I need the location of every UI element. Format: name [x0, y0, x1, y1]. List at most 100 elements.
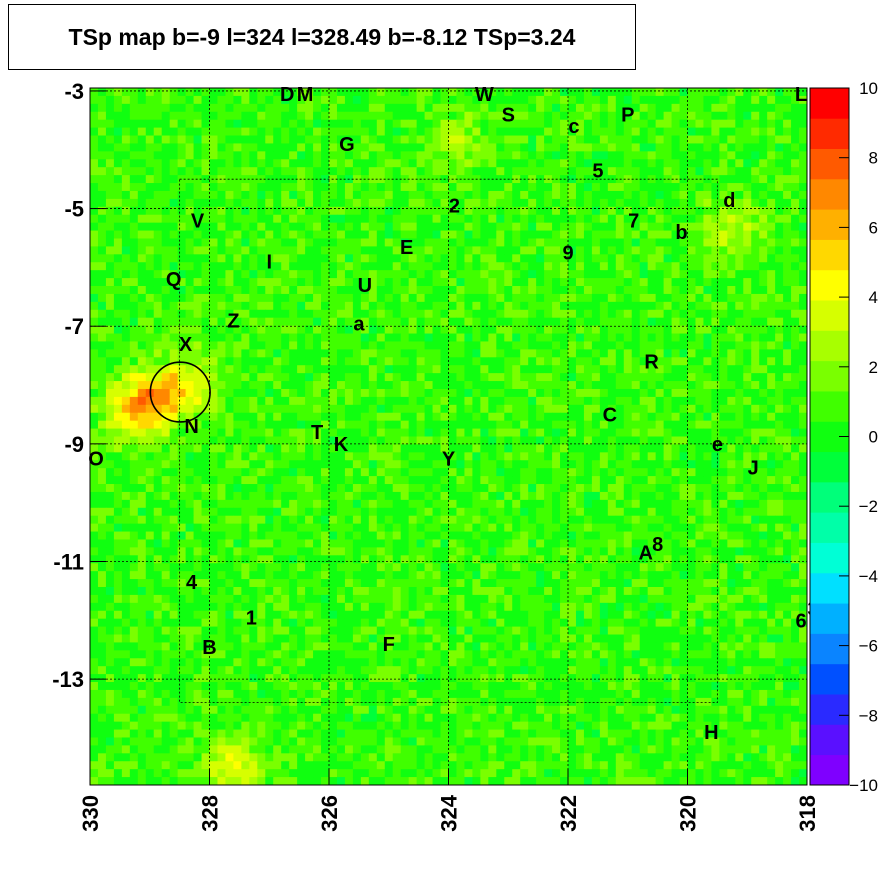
heatmap-cell [480, 222, 489, 231]
heatmap-cell [488, 88, 497, 97]
heatmap-cell [201, 412, 210, 422]
heatmap-cell [719, 381, 728, 390]
heatmap-cell [799, 246, 807, 255]
heatmap-cell [265, 333, 274, 342]
heatmap-cell [775, 396, 784, 406]
heatmap-cell [751, 388, 760, 398]
heatmap-cell [568, 412, 577, 422]
heatmap-cell [90, 491, 99, 501]
heatmap-cell [631, 103, 641, 113]
heatmap-cell [719, 167, 728, 176]
heatmap-cell [639, 309, 649, 319]
heatmap-cell [583, 444, 593, 453]
heatmap-cell [257, 507, 266, 517]
heatmap-cell [496, 151, 505, 160]
heatmap-cell [520, 301, 529, 311]
heatmap-cell [241, 270, 250, 279]
heatmap-cell [647, 420, 657, 429]
heatmap-cell [344, 301, 354, 311]
heatmap-cell [193, 198, 202, 208]
heatmap-cell [767, 111, 776, 121]
heatmap-cell [440, 357, 449, 366]
heatmap-cell [504, 127, 513, 136]
heatmap-cell [583, 151, 593, 160]
heatmap-cell [97, 270, 107, 279]
heatmap-cell [352, 381, 362, 390]
heatmap-cell [392, 333, 402, 342]
heatmap-cell [528, 151, 537, 160]
heatmap-cell [560, 135, 569, 144]
heatmap-cell [695, 278, 704, 287]
heatmap-cell [376, 404, 386, 414]
heatmap-cell [368, 428, 378, 437]
heatmap-cell [145, 476, 155, 485]
heatmap-cell [647, 396, 657, 406]
heatmap-cell [703, 468, 712, 477]
heatmap-cell [631, 412, 641, 422]
heatmap-cell [759, 230, 768, 239]
heatmap-cell [440, 151, 449, 160]
heatmap-cell [560, 206, 569, 216]
heatmap-cell [472, 309, 481, 319]
heatmap-cell [512, 309, 521, 319]
heatmap-cell [344, 151, 354, 160]
heatmap-cell [671, 341, 680, 350]
heatmap-cell [544, 476, 553, 485]
heatmap-cell [321, 309, 330, 319]
heatmap-cell [273, 436, 282, 445]
heatmap-cell [799, 507, 807, 517]
heatmap-cell [703, 127, 712, 136]
heatmap-cell [161, 428, 171, 437]
heatmap-cell [352, 103, 362, 113]
heatmap-cell [679, 476, 688, 485]
heatmap-cell [464, 111, 473, 121]
heatmap-cell [440, 341, 449, 350]
heatmap-cell [703, 349, 712, 358]
heatmap-cell [161, 103, 171, 113]
heatmap-cell [265, 230, 274, 239]
heatmap-cell [448, 95, 457, 105]
heatmap-cell [169, 159, 179, 168]
heatmap-cell [384, 190, 394, 200]
heatmap-cell [599, 349, 609, 358]
heatmap-cell [599, 198, 609, 208]
heatmap-cell [719, 349, 728, 358]
heatmap-cell [241, 428, 250, 437]
heatmap-cell [560, 214, 569, 224]
heatmap-cell [329, 214, 338, 224]
heatmap-cell [392, 238, 402, 247]
heatmap-cell [568, 88, 577, 97]
heatmap-cell [440, 381, 449, 390]
heatmap-cell [504, 317, 513, 327]
heatmap-cell [560, 460, 569, 469]
heatmap-cell [791, 175, 800, 184]
heatmap-cell [90, 230, 99, 239]
heatmap-cell [711, 515, 720, 525]
heatmap-cell [560, 491, 569, 501]
heatmap-cell [599, 444, 609, 453]
heatmap-cell [767, 127, 776, 136]
heatmap-cell [416, 222, 425, 231]
heatmap-cell [448, 373, 457, 382]
heatmap-cell [432, 373, 441, 382]
heatmap-cell [735, 309, 744, 319]
heatmap-cell [568, 254, 577, 263]
heatmap-cell [799, 167, 807, 176]
heatmap-cell [639, 246, 649, 255]
heatmap-cell [249, 103, 258, 113]
heatmap-cell [759, 381, 768, 390]
heatmap-cell [639, 381, 649, 390]
heatmap-cell [129, 222, 139, 231]
heatmap-cell [767, 468, 776, 477]
heatmap-cell [687, 206, 696, 216]
heatmap-cell [655, 111, 664, 121]
heatmap-cell [743, 499, 752, 509]
heatmap-cell [289, 476, 298, 485]
heatmap-cell [129, 301, 139, 311]
heatmap-cell [615, 119, 625, 128]
heatmap-cell [265, 365, 274, 374]
heatmap-cell [281, 238, 290, 247]
heatmap-cell [241, 515, 250, 525]
heatmap-cell [416, 183, 425, 192]
heatmap-cell [751, 127, 760, 136]
